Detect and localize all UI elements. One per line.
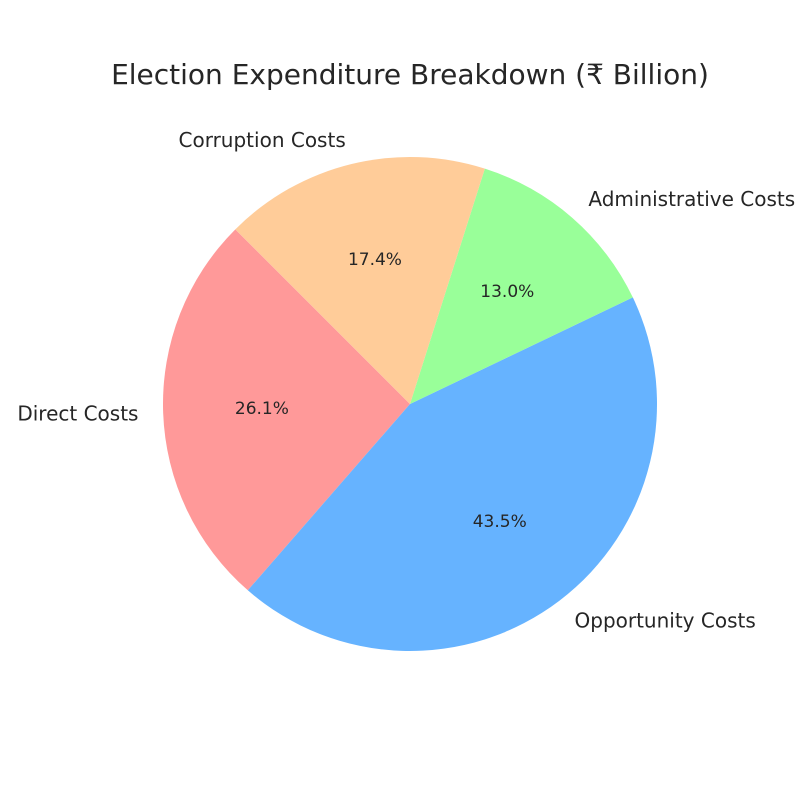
pct-label-direct-costs: 26.1% [235,399,289,419]
pie-slice-opportunity-costs [247,297,658,652]
slice-label-administrative-costs: Administrative Costs [588,187,795,211]
slice-label-direct-costs: Direct Costs [17,401,138,425]
pct-label-opportunity-costs: 43.5% [473,512,527,532]
pie-slices [162,156,658,652]
pie-slice-corruption-costs [235,156,485,404]
pie-labels: 26.1% Direct Costs 43.5% Opportunity Costs 1… [17,128,795,632]
pie-slice-direct-costs [162,229,410,591]
slice-label-opportunity-costs: Opportunity Costs [575,608,756,632]
pct-label-administrative-costs: 13.0% [480,282,534,302]
slice-label-corruption-costs: Corruption Costs [179,128,346,152]
chart-title: Election Expenditure Breakdown (₹ Billio… [111,58,709,91]
pct-label-corruption-costs: 17.4% [348,250,402,270]
pie-slice-administrative-costs [410,168,633,404]
